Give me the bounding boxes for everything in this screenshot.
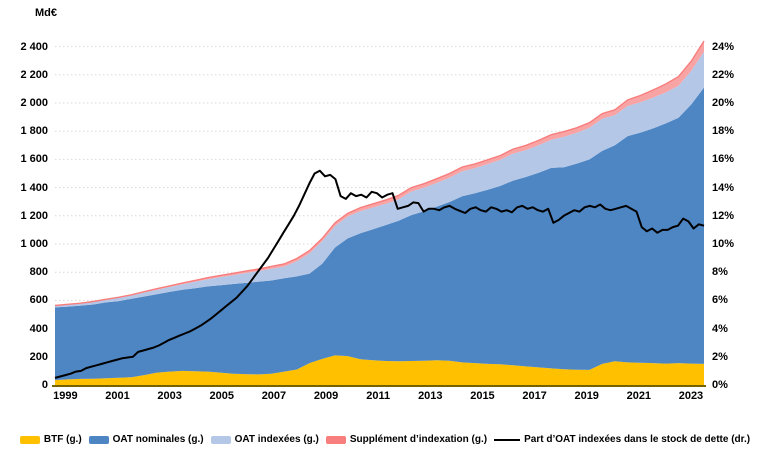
- area-series-0: [55, 355, 704, 385]
- y-right-tick: 16%: [712, 153, 735, 166]
- y-right-tick: 0%: [712, 379, 728, 391]
- legend-item-btf: BTF (g.): [19, 434, 82, 445]
- supplement-edge-line: [54, 40, 705, 307]
- x-axis-tick: 2019: [574, 390, 599, 402]
- y-left-tick: 1 600: [20, 153, 48, 166]
- y-right-tick: 10%: [712, 238, 735, 250]
- y-left-tick: 1 000: [20, 238, 48, 250]
- x-axis-tick: 2009: [313, 390, 339, 402]
- legend-item-supplement: Supplément d’indexation (g.): [325, 434, 488, 445]
- y-right-tick: 6%: [712, 294, 728, 307]
- legend-item-oat-indexees: OAT indexées (g.): [210, 434, 319, 445]
- y-left-tick: 1 400: [20, 181, 48, 194]
- y-left-tick: 800: [29, 266, 48, 279]
- x-axis-tick: 1999: [53, 390, 78, 402]
- y-left-tick: 1 800: [20, 125, 48, 138]
- y-right-tick: 14%: [712, 181, 735, 194]
- x-axis-tick: 2023: [678, 390, 704, 402]
- x-axis-tick: 2007: [261, 390, 287, 402]
- y-right-tick: 24%: [712, 40, 735, 53]
- legend-label: Supplément d’indexation (g.): [349, 434, 488, 445]
- y-right-tick: 22%: [712, 68, 735, 81]
- y-left-tick: 200: [29, 350, 48, 363]
- x-axis-tick: 2003: [157, 390, 182, 402]
- legend-label: Part d’OAT indexées dans le stock de det…: [524, 434, 751, 445]
- btf-swatch-icon: [19, 435, 40, 444]
- legend-label: BTF (g.): [43, 434, 82, 445]
- area-series-1: [55, 87, 704, 381]
- legend-label: OAT indexées (g.): [234, 434, 319, 445]
- x-axis-tick: 2015: [470, 390, 495, 402]
- y-left-tick: 2 000: [20, 97, 48, 109]
- x-axis-tick: 2017: [522, 390, 547, 402]
- x-axis-tick: 2001: [105, 390, 130, 402]
- left-axis-title: Md€: [35, 7, 57, 19]
- supplement-swatch-icon: [325, 435, 346, 444]
- y-right-tick: 2%: [712, 350, 728, 363]
- legend-item-oat-nominales: OAT nominales (g.): [88, 434, 204, 445]
- oat-nominales-swatch-icon: [88, 435, 109, 444]
- y-right-tick: 20%: [712, 97, 735, 109]
- y-right-tick: 18%: [712, 125, 735, 138]
- line-swatch-icon: [494, 438, 521, 441]
- chart-legend: BTF (g.) OAT nominales (g.) OAT indexées…: [0, 434, 770, 445]
- y-left-tick: 0: [41, 379, 48, 391]
- y-right-tick: 12%: [712, 209, 735, 222]
- indexed-share-line: [54, 169, 705, 379]
- oat-indexees-swatch-icon: [210, 435, 231, 444]
- y-left-tick: 600: [29, 294, 48, 307]
- x-axis-tick: 2011: [366, 390, 391, 402]
- y-left-tick: 1 200: [20, 209, 48, 222]
- y-left-tick: 2 200: [20, 68, 48, 81]
- x-axis-tick: 2005: [209, 390, 235, 402]
- y-left-tick: 2 400: [20, 40, 48, 53]
- y-right-tick: 4%: [712, 322, 728, 335]
- x-axis-tick: 2021: [626, 390, 652, 402]
- y-left-tick: 400: [29, 322, 48, 335]
- x-axis-tick: 2013: [418, 390, 443, 402]
- y-right-tick: 8%: [712, 266, 728, 279]
- legend-label: OAT nominales (g.): [112, 434, 204, 445]
- legend-item-part-indexees: Part d’OAT indexées dans le stock de det…: [494, 434, 750, 445]
